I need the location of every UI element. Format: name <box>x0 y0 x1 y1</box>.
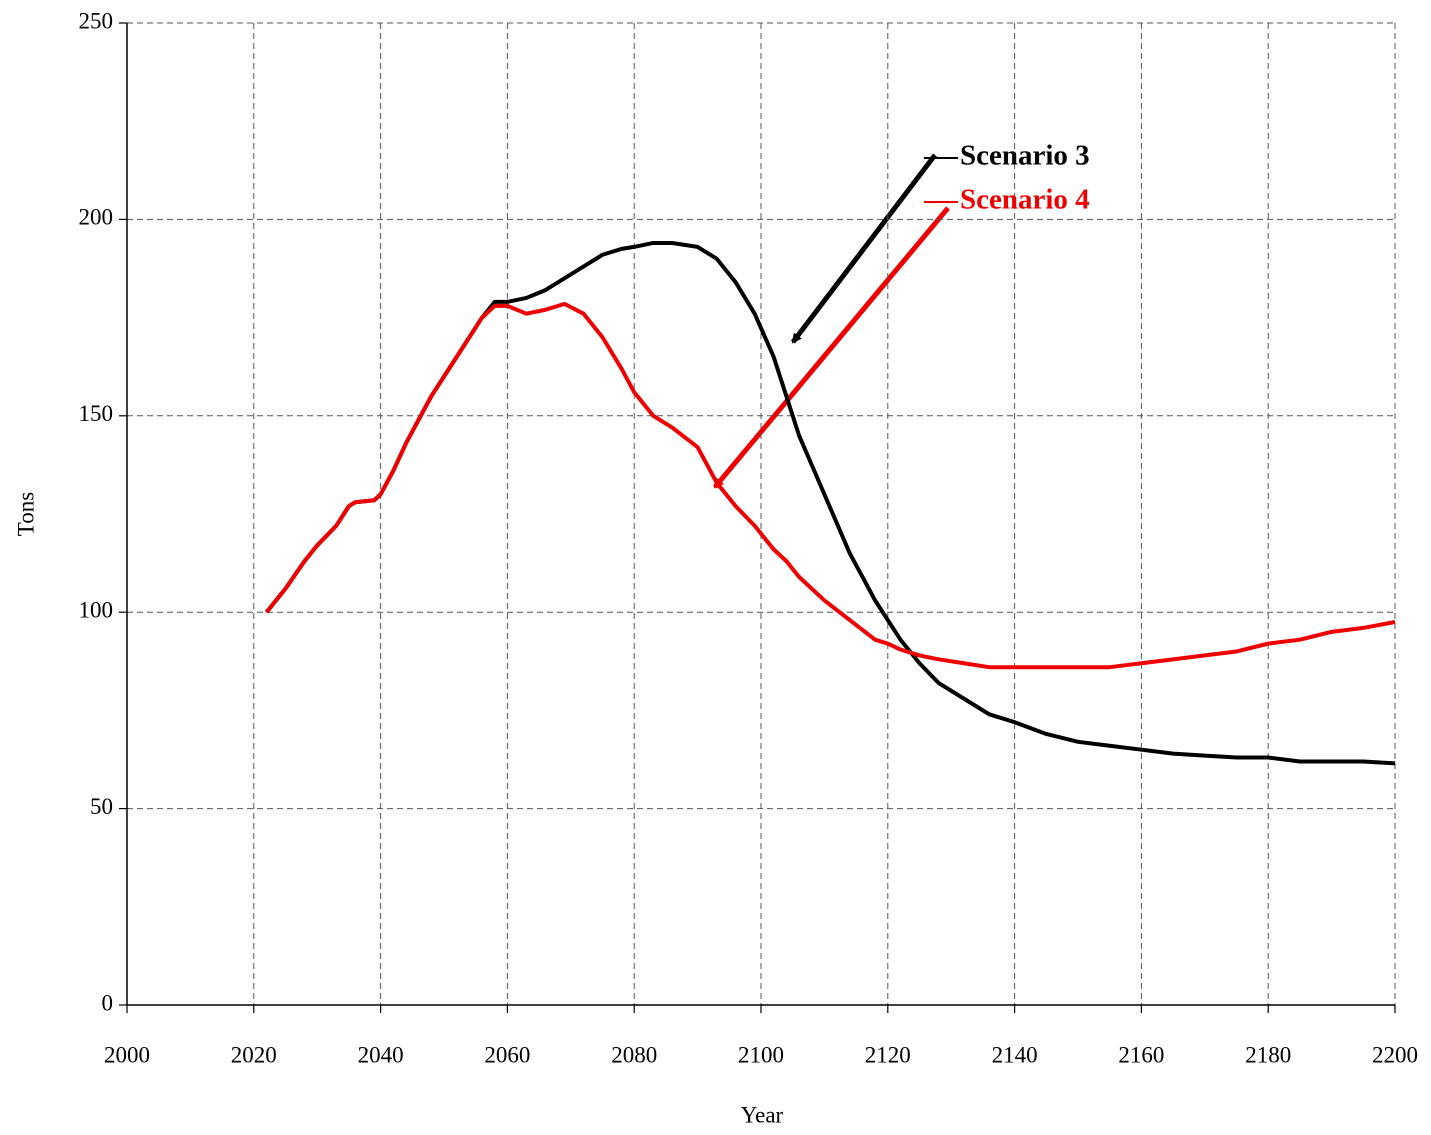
y-tick-label: 100 <box>79 597 114 622</box>
x-tick-label: 2120 <box>865 1042 911 1067</box>
x-tick-label: 2060 <box>484 1042 530 1067</box>
y-tick-label: 150 <box>79 401 114 426</box>
data-line <box>264 301 1396 670</box>
x-tick-label: 2000 <box>104 1042 150 1067</box>
x-tick-label: 2020 <box>231 1042 277 1067</box>
x-tick-label: 2140 <box>992 1042 1038 1067</box>
y-axis-label: Tons <box>13 492 38 536</box>
y-tick-label: 50 <box>90 794 113 819</box>
annotation-arrow <box>713 206 950 489</box>
data-line <box>264 240 1396 766</box>
x-tick-label: 2040 <box>358 1042 404 1067</box>
y-tick-label: 250 <box>79 8 114 33</box>
legend-label: Scenario 4 <box>960 184 1090 216</box>
annotation-arrow <box>791 153 937 344</box>
x-axis-label: Year <box>741 1102 784 1127</box>
y-tick-label: 200 <box>79 205 114 230</box>
legend-label: Scenario 3 <box>960 140 1090 172</box>
x-tick-label: 2180 <box>1245 1042 1291 1067</box>
x-tick-label: 2160 <box>1118 1042 1164 1067</box>
x-tick-label: 2100 <box>738 1042 784 1067</box>
y-tick-label: 0 <box>102 990 114 1015</box>
x-tick-label: 2200 <box>1372 1042 1418 1067</box>
x-tick-label: 2080 <box>611 1042 657 1067</box>
